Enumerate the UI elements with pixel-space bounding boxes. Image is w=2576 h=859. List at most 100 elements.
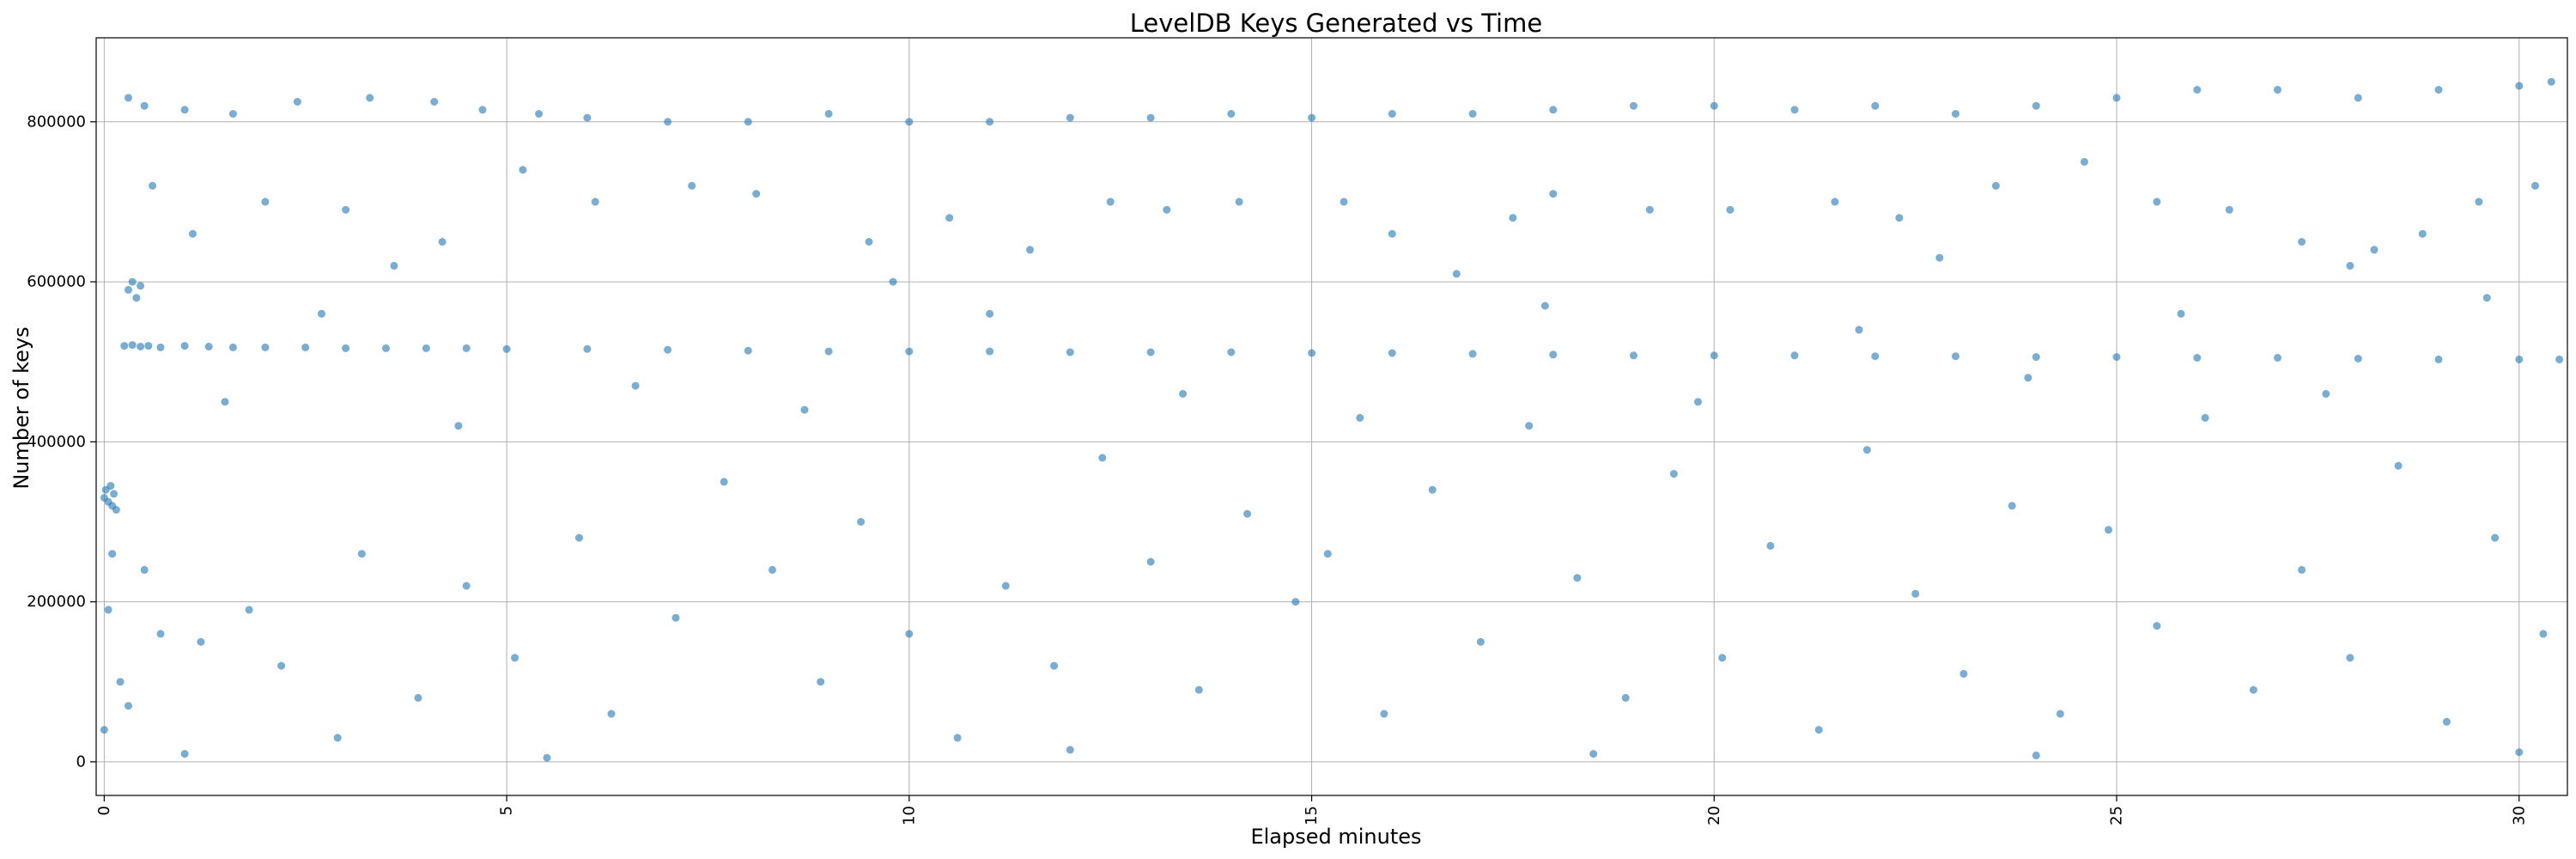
data-point — [104, 606, 112, 614]
data-point — [752, 190, 761, 198]
data-point — [1790, 106, 1799, 114]
data-point — [2346, 261, 2354, 270]
data-point — [478, 106, 487, 114]
x-tick-label: 0 — [95, 806, 113, 815]
data-points — [100, 77, 2564, 762]
data-point — [2056, 710, 2064, 718]
data-point — [454, 422, 463, 430]
x-axis-ticks: 0 5 10 15 20 25 30 — [95, 795, 2528, 825]
data-point — [1630, 101, 1637, 110]
data-point — [2032, 101, 2040, 110]
data-point — [120, 342, 129, 350]
data-point — [228, 110, 237, 118]
data-point — [824, 110, 833, 118]
data-point — [2475, 198, 2483, 206]
data-point — [1621, 693, 1630, 702]
data-point — [2491, 533, 2500, 542]
data-point — [535, 110, 544, 118]
data-point — [366, 94, 374, 102]
data-point — [221, 398, 229, 406]
data-point — [905, 118, 914, 126]
data-point — [1356, 413, 1364, 422]
data-point — [180, 106, 189, 114]
data-point — [318, 309, 325, 318]
data-point — [744, 118, 752, 126]
data-point — [1871, 352, 1880, 361]
data-point — [1935, 253, 1944, 262]
data-point — [2032, 353, 2040, 362]
data-point — [342, 344, 350, 352]
data-point — [2346, 654, 2354, 662]
data-point — [1001, 582, 1010, 590]
data-point — [1098, 454, 1107, 462]
data-point — [2354, 355, 2362, 362]
data-point — [986, 309, 994, 318]
data-point — [2515, 82, 2524, 90]
data-point — [2153, 622, 2161, 631]
data-point — [1235, 198, 1243, 206]
data-point — [100, 726, 108, 734]
data-point — [953, 734, 962, 742]
data-point — [2249, 685, 2257, 694]
data-point — [1766, 541, 1775, 550]
data-point — [1146, 113, 1155, 122]
data-point — [1227, 110, 1236, 118]
data-point — [1549, 106, 1558, 114]
data-point — [1050, 661, 1059, 670]
data-point — [390, 261, 398, 270]
data-point — [1026, 246, 1034, 254]
data-point — [342, 205, 350, 214]
data-point — [180, 342, 189, 350]
data-point — [865, 238, 873, 246]
data-point — [189, 229, 197, 238]
data-point — [430, 98, 439, 106]
data-point — [1388, 349, 1396, 357]
data-point — [1146, 348, 1155, 356]
data-point — [261, 343, 270, 351]
data-point — [137, 343, 145, 350]
data-point — [1291, 598, 1300, 606]
data-point — [1340, 198, 1348, 206]
data-point — [2547, 77, 2555, 86]
data-point — [197, 637, 205, 646]
data-point — [1066, 746, 1074, 754]
data-point — [2434, 355, 2443, 363]
data-point — [1710, 101, 1718, 110]
data-point — [277, 661, 286, 670]
data-point — [2418, 229, 2427, 238]
data-point — [1308, 113, 1316, 122]
data-point — [1468, 110, 1477, 118]
data-point — [2024, 374, 2032, 382]
data-point — [1163, 205, 1171, 214]
data-point — [144, 342, 153, 350]
data-point — [149, 181, 157, 190]
data-point — [817, 678, 825, 686]
data-point — [1952, 352, 1959, 361]
data-point — [720, 478, 728, 486]
data-point — [125, 702, 132, 710]
data-point — [108, 550, 117, 558]
data-point — [857, 518, 866, 526]
data-point — [128, 277, 137, 286]
data-point — [180, 750, 189, 758]
data-point — [106, 482, 115, 490]
data-point — [1428, 485, 1437, 494]
x-tick-label: 20 — [1705, 806, 1723, 825]
data-point — [519, 166, 527, 174]
chart-title: LevelDB Keys Generated vs Time — [1130, 9, 1542, 38]
data-point — [511, 654, 519, 662]
data-point — [462, 582, 471, 590]
data-point — [2193, 86, 2202, 94]
data-point — [2434, 86, 2443, 94]
data-point — [583, 113, 592, 122]
data-point — [1726, 205, 1735, 214]
y-axis-ticks: 0 200000 400000 600000 800000 — [27, 113, 96, 771]
data-point — [1952, 110, 1959, 118]
data-point — [2032, 751, 2040, 759]
data-point — [333, 734, 342, 742]
grid-lines — [96, 38, 2567, 795]
data-point — [631, 381, 640, 390]
data-point — [2515, 355, 2524, 363]
data-point — [1066, 113, 1074, 122]
